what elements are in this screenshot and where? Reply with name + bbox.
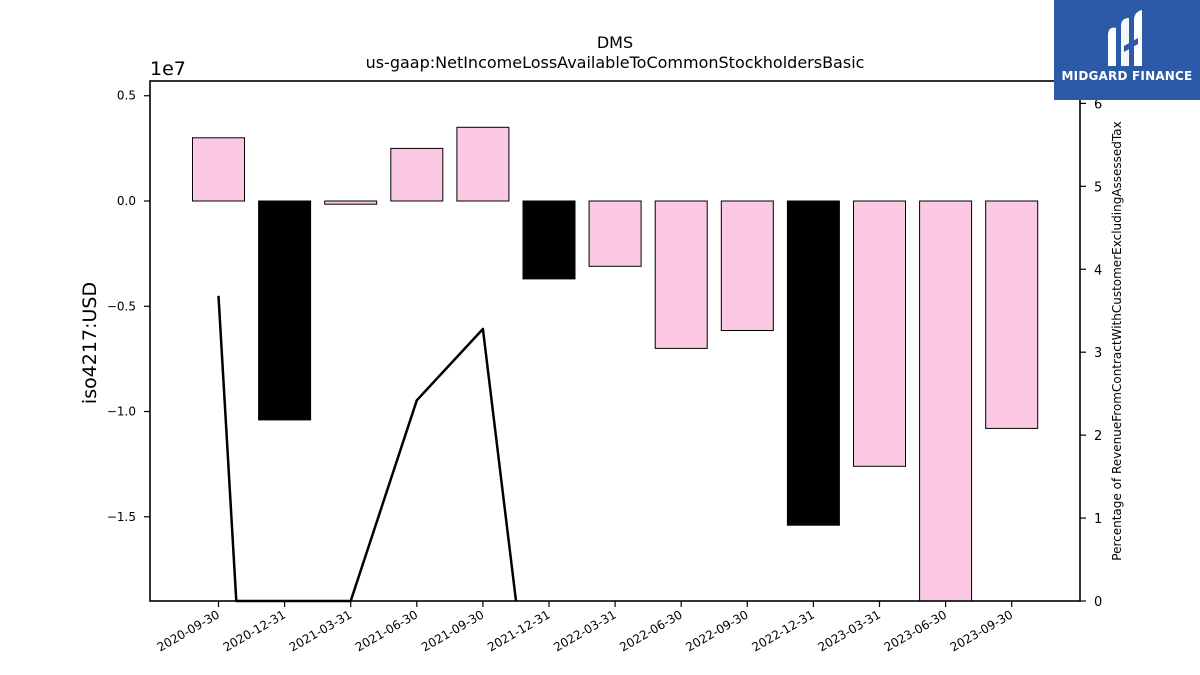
y2-ticks-group: 0 1 2 3 4 5 6 (1080, 97, 1102, 610)
chart-title: DMS (597, 33, 633, 52)
bar-2021-12-31 (522, 200, 576, 280)
y2-tick-label: 2 (1094, 429, 1102, 444)
x-tick-label: 2022-09-30 (683, 607, 750, 654)
bars-group (192, 126, 1039, 602)
bar-2021-03-31 (324, 200, 378, 205)
x-tick-label: 2021-09-30 (419, 607, 486, 654)
y2-tick-label: 4 (1094, 263, 1102, 278)
bar-2022-06-30 (654, 200, 708, 349)
x-tick-label: 2021-12-31 (485, 607, 552, 654)
x-ticks-group: 2020-09-302020-12-312021-03-312021-06-30… (155, 601, 1015, 654)
y-tick-label: −0.5 (107, 299, 136, 313)
y2-tick-label: 5 (1094, 180, 1102, 195)
y-tick-label: −1.5 (107, 510, 136, 524)
chart-subtitle: us-gaap:NetIncomeLossAvailableToCommonSt… (366, 53, 865, 72)
x-tick-label: 2021-03-31 (287, 607, 354, 654)
y2-tick-label: 0 (1094, 595, 1102, 610)
bar-2022-12-31 (786, 200, 840, 526)
x-tick-label: 2022-06-30 (617, 607, 684, 654)
x-tick-label: 2022-12-31 (749, 607, 816, 654)
y-tick-label: 0.0 (117, 194, 136, 208)
x-tick-label: 2022-03-31 (551, 607, 618, 654)
y-axis-label: iso4217:USD (79, 282, 101, 404)
y2-axis-label: Percentage of RevenueFromContractWithCus… (1110, 121, 1124, 560)
x-tick-label: 2023-09-30 (948, 607, 1015, 654)
bar-2023-06-30 (919, 200, 973, 602)
logo-mark-icon (1108, 10, 1142, 66)
x-tick-label: 2023-06-30 (882, 607, 949, 654)
brand-logo: MIDGARD FINANCE (1054, 0, 1200, 100)
bar-2023-03-31 (853, 200, 906, 467)
x-tick-label: 2020-09-30 (155, 607, 222, 654)
bar-2020-12-31 (258, 200, 312, 421)
bar-2020-09-30 (192, 137, 245, 202)
bar-2022-09-30 (720, 200, 774, 331)
logo-text: MIDGARD FINANCE (1061, 69, 1193, 83)
y-tick-label: 0.5 (117, 89, 136, 103)
y2-tick-label: 1 (1094, 512, 1102, 527)
bar-2022-03-31 (588, 200, 642, 267)
line-series (217, 295, 518, 603)
y-ticks-group: 0.5 0.0 −0.5 −1.0 −1.5 (107, 89, 150, 524)
x-tick-label: 2021-06-30 (353, 607, 420, 654)
x-tick-label: 2020-12-31 (221, 607, 288, 654)
y-axis-multiplier: 1e7 (150, 58, 186, 80)
bar-2023-09-30 (985, 200, 1039, 429)
y2-tick-label: 6 (1094, 97, 1102, 112)
x-tick-label: 2023-03-31 (816, 607, 883, 654)
bar-2021-09-30 (456, 126, 510, 202)
bar-2021-06-30 (390, 147, 444, 202)
y2-tick-label: 3 (1094, 346, 1102, 361)
y-tick-label: −1.0 (107, 405, 136, 419)
line-group (217, 295, 518, 603)
